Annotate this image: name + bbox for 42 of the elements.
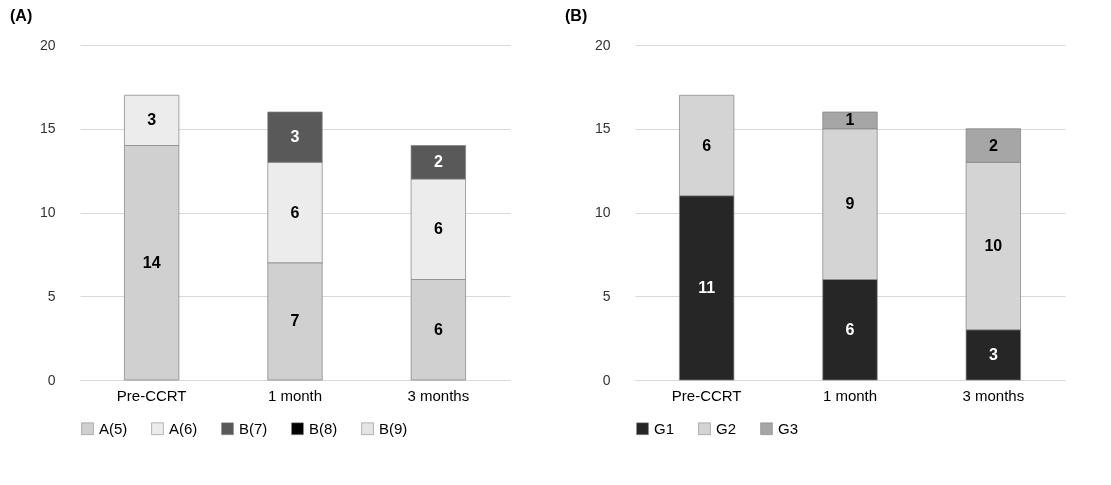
y-tick-label: 20 <box>39 36 56 53</box>
x-tick-label: 1 month <box>822 386 878 404</box>
data-label: 3 <box>988 345 998 363</box>
x-tick-label: Pre-CCRT <box>116 386 187 404</box>
data-label: 9 <box>845 195 855 213</box>
data-label: 6 <box>433 220 443 238</box>
data-label: 3 <box>290 128 300 146</box>
y-tick-label: 15 <box>594 120 611 137</box>
data-label: 14 <box>142 253 161 271</box>
legend-label: A(6) <box>169 419 198 437</box>
y-tick-label: 10 <box>594 204 611 220</box>
legend-label: B(7) <box>239 419 268 437</box>
data-label: 11 <box>698 278 716 296</box>
x-tick-label: Pre-CCRT <box>671 386 742 404</box>
data-label: 10 <box>984 237 1003 254</box>
data-label: 6 <box>845 320 855 338</box>
legend-label: G1 <box>654 419 675 437</box>
data-label: 1 <box>845 111 855 129</box>
chart-title: (B) <box>565 7 588 24</box>
y-tick-label: 20 <box>594 36 611 53</box>
legend-label: B(8) <box>309 419 338 437</box>
legend-label: B(9) <box>379 419 408 437</box>
y-tick-label: 15 <box>39 120 56 137</box>
data-label: 2 <box>433 153 443 171</box>
data-label: 7 <box>290 312 300 330</box>
y-tick-label: 0 <box>602 371 611 388</box>
data-label: 3 <box>147 111 157 129</box>
data-label: 6 <box>290 203 300 221</box>
y-tick-label: 5 <box>47 287 56 304</box>
x-tick-label: 3 months <box>962 386 1025 404</box>
y-tick-label: 5 <box>602 287 611 304</box>
legend-label: G2 <box>716 419 737 437</box>
y-tick-label: 0 <box>47 371 56 388</box>
chart-title: (A) <box>10 7 33 24</box>
data-label: 6 <box>702 136 712 154</box>
data-label: 6 <box>433 320 443 338</box>
x-tick-label: 3 months <box>407 386 470 404</box>
legend-label: A(5) <box>99 419 128 437</box>
data-label: 2 <box>988 136 998 154</box>
legend-label: G3 <box>778 419 799 437</box>
y-tick-label: 10 <box>39 204 56 220</box>
x-tick-label: 1 month <box>267 386 323 404</box>
